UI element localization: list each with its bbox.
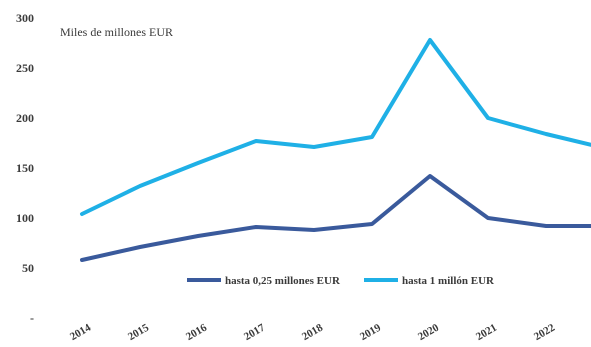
series-line-1 <box>80 174 591 262</box>
x-tick-label: 2015 <box>126 321 151 343</box>
x-tick-label: 2020 <box>416 321 441 343</box>
legend: hasta 0,25 millones EUR hasta 1 millón EU… <box>187 275 495 287</box>
legend-label-2: hasta 1 millón EUR <box>402 275 495 287</box>
x-tick-label: 2019 <box>358 321 383 343</box>
y-tick-label: 300 <box>16 11 34 25</box>
x-tick-label: 2016 <box>184 321 209 343</box>
legend-label-1: hasta 0,25 millones EUR <box>225 275 341 287</box>
unit-label: Miles de millones EUR <box>60 25 173 39</box>
series-line-2 <box>80 38 591 216</box>
y-tick-label: 250 <box>16 61 34 75</box>
x-tick-label: 2017 <box>242 321 267 343</box>
y-tick-label: 150 <box>16 161 34 175</box>
x-tick-label: 2021 <box>474 322 499 343</box>
x-tick-label: 2014 <box>68 321 93 343</box>
y-tick-label: 50 <box>22 261 34 275</box>
y-tick-label: 200 <box>16 111 34 125</box>
y-tick-label: - <box>30 311 34 325</box>
x-tick-label: 2022 <box>532 321 557 343</box>
y-axis-ticks: 300 250 200 150 100 50 - <box>16 11 34 325</box>
x-axis-ticks: 2014 2015 2016 2017 2018 2019 2020 2021 2022 <box>68 321 557 343</box>
y-tick-label: 100 <box>16 211 34 225</box>
series-lines <box>80 38 591 262</box>
x-tick-label: 2018 <box>300 321 325 343</box>
